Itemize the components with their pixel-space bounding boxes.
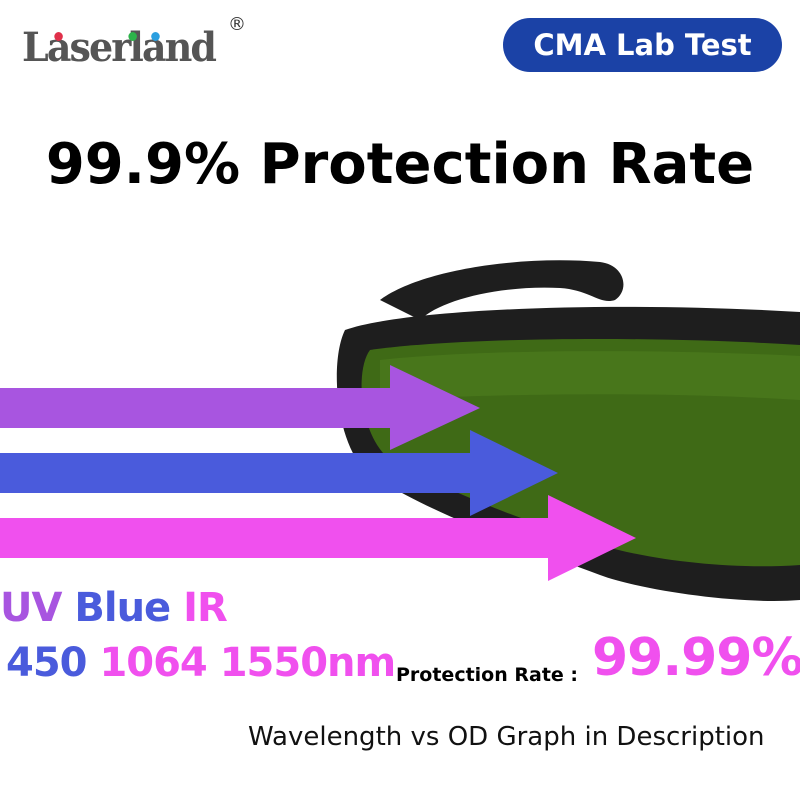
brand-logo: Laserland: [22, 24, 217, 71]
glasses-temple: [380, 260, 624, 320]
ir-arrow: [0, 495, 636, 581]
uv-arrow: [0, 365, 480, 450]
cma-lab-test-badge: CMA Lab Test: [503, 18, 782, 72]
blue-arrow: [0, 430, 558, 516]
wavelength-numbers: 450 1064 1550nm: [6, 640, 396, 686]
blue-label: Blue: [74, 585, 171, 631]
wavelength-labels: UV Blue IR: [0, 585, 228, 631]
headline: 99.9% Protection Rate: [45, 132, 755, 197]
ir-label: IR: [183, 585, 228, 631]
wavelength-450: 450: [6, 640, 87, 686]
wavelength-1064: 1064: [99, 640, 207, 686]
protection-rate-value: 99.99%: [592, 628, 800, 688]
lens-highlight: [380, 351, 800, 400]
wavelength-1550: 1550nm: [219, 640, 396, 686]
footnote: Wavelength vs OD Graph in Description: [248, 722, 765, 752]
protection-rate-label: Protection Rate :: [396, 664, 579, 686]
registered-mark: ®: [228, 14, 246, 35]
uv-label: UV: [0, 585, 62, 631]
